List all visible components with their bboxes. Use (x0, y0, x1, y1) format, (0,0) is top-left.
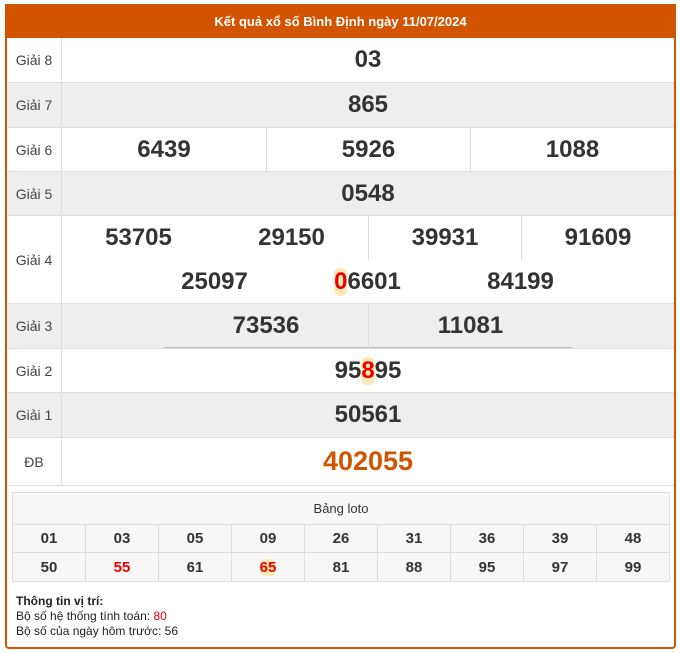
prize-row-g3: Giải 3 73536 11081 (7, 304, 674, 349)
highlight-digit: 8 (361, 356, 375, 385)
prize-label: Giải 7 (7, 83, 62, 127)
prize-label: Giải 6 (7, 128, 62, 171)
loto-cell: 31 (378, 525, 451, 552)
loto-cell: 05 (159, 525, 232, 552)
loto-row: 50 55 61 65 81 88 95 97 99 (13, 553, 669, 581)
loto-cell: 95 (451, 553, 524, 581)
results-title: Kết quả xổ số Bình Định ngày 11/07/2024 (5, 4, 676, 38)
loto-cell: 88 (378, 553, 451, 581)
results-card (5, 4, 676, 649)
info-value: 80 (153, 609, 167, 623)
prize-label: Giải 1 (7, 393, 62, 437)
prize-number: 1088 (470, 128, 674, 171)
loto-cell: 97 (524, 553, 597, 581)
prize-row-g1: Giải 1 50561 (7, 393, 674, 438)
prize-number: 73536 (164, 304, 368, 348)
prize-number: 25097 (181, 268, 248, 295)
highlight-digit: 0 (334, 268, 348, 296)
prize-number: 53705 (105, 224, 172, 251)
prize-row-g7: Giải 7 865 (7, 83, 674, 128)
loto-cell: 09 (232, 525, 305, 552)
prize-label: Giải 3 (7, 304, 62, 348)
prize-row-db: ĐB 402055 (7, 438, 674, 486)
loto-table: Bảng loto 01 03 05 09 26 31 36 39 48 50 … (12, 492, 670, 582)
loto-cell: 26 (305, 525, 378, 552)
prize-number: 0 6601 (291, 260, 444, 304)
position-info: Thông tin vị trí: Bộ số hệ thống tính to… (16, 594, 178, 639)
prize-row-g8: Giải 8 03 (7, 38, 674, 83)
prize-label: Giải 5 (7, 172, 62, 215)
prize-number: 03 (354, 46, 382, 73)
prize-label: Giải 4 (7, 216, 62, 303)
prize-number: 39931 (368, 216, 521, 260)
loto-row: 01 03 05 09 26 31 36 39 48 (13, 525, 669, 553)
loto-cell: 65 (232, 553, 305, 581)
prize-label: Giải 8 (7, 38, 62, 82)
loto-title: Bảng loto (13, 493, 669, 525)
loto-cell: 55 (86, 553, 159, 581)
prize-row-g5: Giải 5 0548 (7, 172, 674, 216)
prize-number: 91609 (521, 216, 674, 260)
prize-number: 0548 (341, 179, 395, 207)
prize-number: 5926 (266, 128, 470, 171)
info-label: Bộ số hệ thống tính toán: (16, 609, 151, 623)
prize-row-g4: Giải 4 53705 29150 39931 91609 25097 0 66… (7, 216, 674, 304)
prize-number: 84199 (487, 268, 554, 295)
prize-number: 95 8 95 (62, 349, 674, 392)
loto-cell: 50 (13, 553, 86, 581)
loto-cell: 48 (624, 530, 642, 547)
number-part: 95 (374, 356, 402, 384)
info-label: Bộ số của ngày hôm trước: (16, 624, 162, 638)
prize-row-g2: Giải 2 95 8 95 (7, 349, 674, 393)
loto-cell: 03 (86, 525, 159, 552)
prize-number: 6439 (137, 135, 191, 163)
info-value: 56 (164, 624, 179, 638)
loto-cell: 39 (524, 525, 597, 552)
prize-number: 11081 (368, 304, 572, 348)
prize-label: Giải 2 (7, 349, 62, 392)
prize-number: 29150 (258, 224, 325, 251)
special-prize-number: 402055 (322, 446, 414, 476)
loto-cell: 61 (159, 553, 232, 581)
number-part: 95 (334, 356, 362, 384)
prize-number: 865 (347, 91, 389, 118)
info-title: Thông tin vị trí: (16, 594, 104, 608)
prize-label: ĐB (7, 438, 62, 485)
loto-cell: 01 (13, 525, 86, 552)
prize-row-g6: Giải 6 6439 5926 1088 (7, 128, 674, 172)
loto-cell: 81 (305, 553, 378, 581)
prize-number: 50561 (334, 401, 402, 428)
number-rest: 6601 (347, 268, 401, 295)
loto-highlight: 65 (259, 558, 277, 576)
loto-cell: 99 (624, 558, 642, 576)
loto-cell: 36 (451, 525, 524, 552)
